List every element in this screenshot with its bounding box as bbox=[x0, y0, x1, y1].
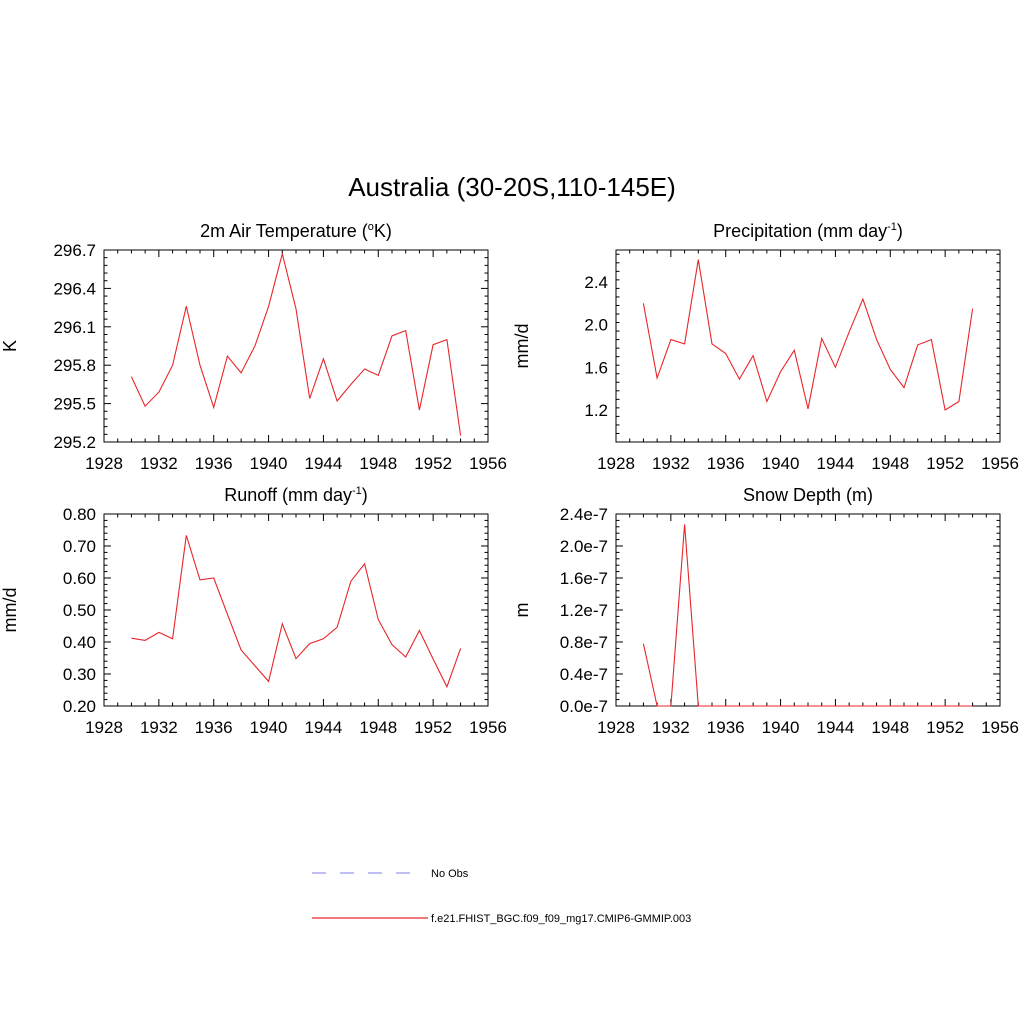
panel-3: 1928 1932 1936 1940 1944 1948 1952 1956 0.20 0.30… bbox=[0, 485, 507, 737]
plot-frame bbox=[615, 249, 1001, 443]
x-tick-label: 1928 bbox=[597, 454, 635, 473]
y-tick-label: 1.6e-7 bbox=[560, 569, 608, 588]
y-axis-label: mm/d bbox=[512, 324, 532, 369]
panel-title-superscript: -1 bbox=[887, 221, 897, 233]
x-tick-label: 1952 bbox=[926, 454, 964, 473]
panel-title-text: Precipitation (mm day bbox=[713, 221, 887, 241]
x-tick-label: 1932 bbox=[652, 718, 690, 737]
y-tick-label: 0.4e-7 bbox=[560, 665, 608, 684]
y-tick-label: 2.4 bbox=[584, 273, 608, 292]
x-tick-label: 1936 bbox=[707, 454, 745, 473]
plot-frame bbox=[103, 513, 489, 707]
y-tick-label: 0.30 bbox=[63, 665, 96, 684]
x-tick-label: 1940 bbox=[762, 454, 800, 473]
x-tick-label: 1948 bbox=[871, 454, 909, 473]
y-tick-label: 1.6 bbox=[584, 358, 608, 377]
x-tick-label: 1952 bbox=[926, 718, 964, 737]
x-tick-label: 1952 bbox=[414, 454, 452, 473]
x-tick-label: 1956 bbox=[981, 718, 1019, 737]
plot-frame bbox=[103, 249, 489, 443]
x-tick-label: 1948 bbox=[359, 718, 397, 737]
y-tick-label: 296.7 bbox=[53, 241, 96, 260]
x-tick-label: 1932 bbox=[140, 718, 178, 737]
y-tick-label: 0.70 bbox=[63, 537, 96, 556]
y-tick-label: 0.50 bbox=[63, 601, 96, 620]
series-line bbox=[642, 524, 973, 707]
panel-title-text: 2m Air Temperature ( bbox=[200, 221, 368, 241]
y-tick-label: 0.8e-7 bbox=[560, 633, 608, 652]
x-tick-label: 1936 bbox=[195, 718, 233, 737]
legend: No Obs f.e21.FHIST_BGC.f09_f09_mg17.CMIP… bbox=[312, 868, 691, 925]
x-tick-label: 1956 bbox=[469, 718, 507, 737]
y-tick-label: 296.1 bbox=[53, 318, 96, 337]
x-tick-label: 1952 bbox=[414, 718, 452, 737]
x-tick-label: 1928 bbox=[85, 454, 123, 473]
y-tick-label: 0.20 bbox=[63, 697, 96, 716]
y-tick-label: 295.8 bbox=[53, 356, 96, 375]
x-tick-label: 1928 bbox=[85, 718, 123, 737]
y-tick-label: 0.60 bbox=[63, 569, 96, 588]
x-tick-label: 1932 bbox=[652, 454, 690, 473]
y-tick-label: 1.2 bbox=[584, 401, 608, 420]
y-axis-label: K bbox=[0, 340, 20, 352]
panel-title-suffix: ) bbox=[362, 485, 368, 505]
panel-4: 1928 1932 1936 1940 1944 1948 1952 1956 0.0e-7 0.… bbox=[512, 485, 1019, 737]
x-tick-label: 1956 bbox=[469, 454, 507, 473]
legend-model-label: f.e21.FHIST_BGC.f09_f09_mg17.CMIP6-GMMIP… bbox=[431, 913, 691, 925]
figure-title: Australia (30-20S,110-145E) bbox=[348, 172, 676, 202]
panels: 1928 1932 1936 1940 1944 1948 1952 1956 295.2 295… bbox=[0, 221, 1019, 737]
series-line bbox=[130, 253, 462, 436]
y-tick-label: 296.4 bbox=[53, 279, 96, 298]
x-tick-label: 1936 bbox=[707, 718, 745, 737]
panel-title-suffix: ) bbox=[897, 221, 903, 241]
x-tick-label: 1928 bbox=[597, 718, 635, 737]
x-tick-label: 1944 bbox=[817, 718, 855, 737]
y-tick-label: 0.0e-7 bbox=[560, 697, 608, 716]
x-tick-label: 1936 bbox=[195, 454, 233, 473]
series-line bbox=[131, 535, 462, 689]
panel-2: 1928 1932 1936 1940 1944 1948 1952 1956 1.2 1.6 2.… bbox=[512, 221, 1019, 473]
panel-title: Precipitation (mm day-1) bbox=[713, 221, 903, 241]
x-tick-label: 1940 bbox=[250, 718, 288, 737]
series-line bbox=[642, 259, 974, 411]
x-tick-label: 1940 bbox=[250, 454, 288, 473]
x-tick-label: 1948 bbox=[359, 454, 397, 473]
y-tick-label: 2.4e-7 bbox=[560, 505, 608, 524]
y-axis-label: mm/d bbox=[0, 588, 20, 633]
panel-title: Snow Depth (m) bbox=[743, 485, 873, 505]
x-tick-label: 1932 bbox=[140, 454, 178, 473]
y-tick-label: 1.2e-7 bbox=[560, 601, 608, 620]
x-tick-label: 1956 bbox=[981, 454, 1019, 473]
panel-title: 2m Air Temperature (oK) bbox=[200, 221, 392, 241]
x-tick-label: 1944 bbox=[305, 718, 343, 737]
y-tick-label: 2.0 bbox=[584, 316, 608, 335]
panel-title-superscript: -1 bbox=[352, 485, 362, 497]
y-tick-label: 0.40 bbox=[63, 633, 96, 652]
y-tick-label: 295.5 bbox=[53, 395, 96, 414]
y-tick-label: 295.2 bbox=[53, 433, 96, 452]
x-tick-label: 1948 bbox=[871, 718, 909, 737]
panel-title-suffix: K) bbox=[374, 221, 392, 241]
legend-obs-label: No Obs bbox=[431, 868, 469, 880]
panel-title-text: Runoff (mm day bbox=[224, 485, 352, 505]
y-tick-label: 2.0e-7 bbox=[560, 537, 608, 556]
y-axis-label: m bbox=[512, 603, 532, 618]
panel-title-superscript: o bbox=[368, 221, 374, 233]
y-tick-label: 0.80 bbox=[63, 505, 96, 524]
x-tick-label: 1944 bbox=[305, 454, 343, 473]
x-tick-label: 1940 bbox=[762, 718, 800, 737]
panel-title-text: Snow Depth (m) bbox=[743, 485, 873, 505]
panel-1: 1928 1932 1936 1940 1944 1948 1952 1956 295.2 295… bbox=[0, 221, 507, 473]
panel-title: Runoff (mm day-1) bbox=[224, 485, 368, 505]
x-tick-label: 1944 bbox=[817, 454, 855, 473]
